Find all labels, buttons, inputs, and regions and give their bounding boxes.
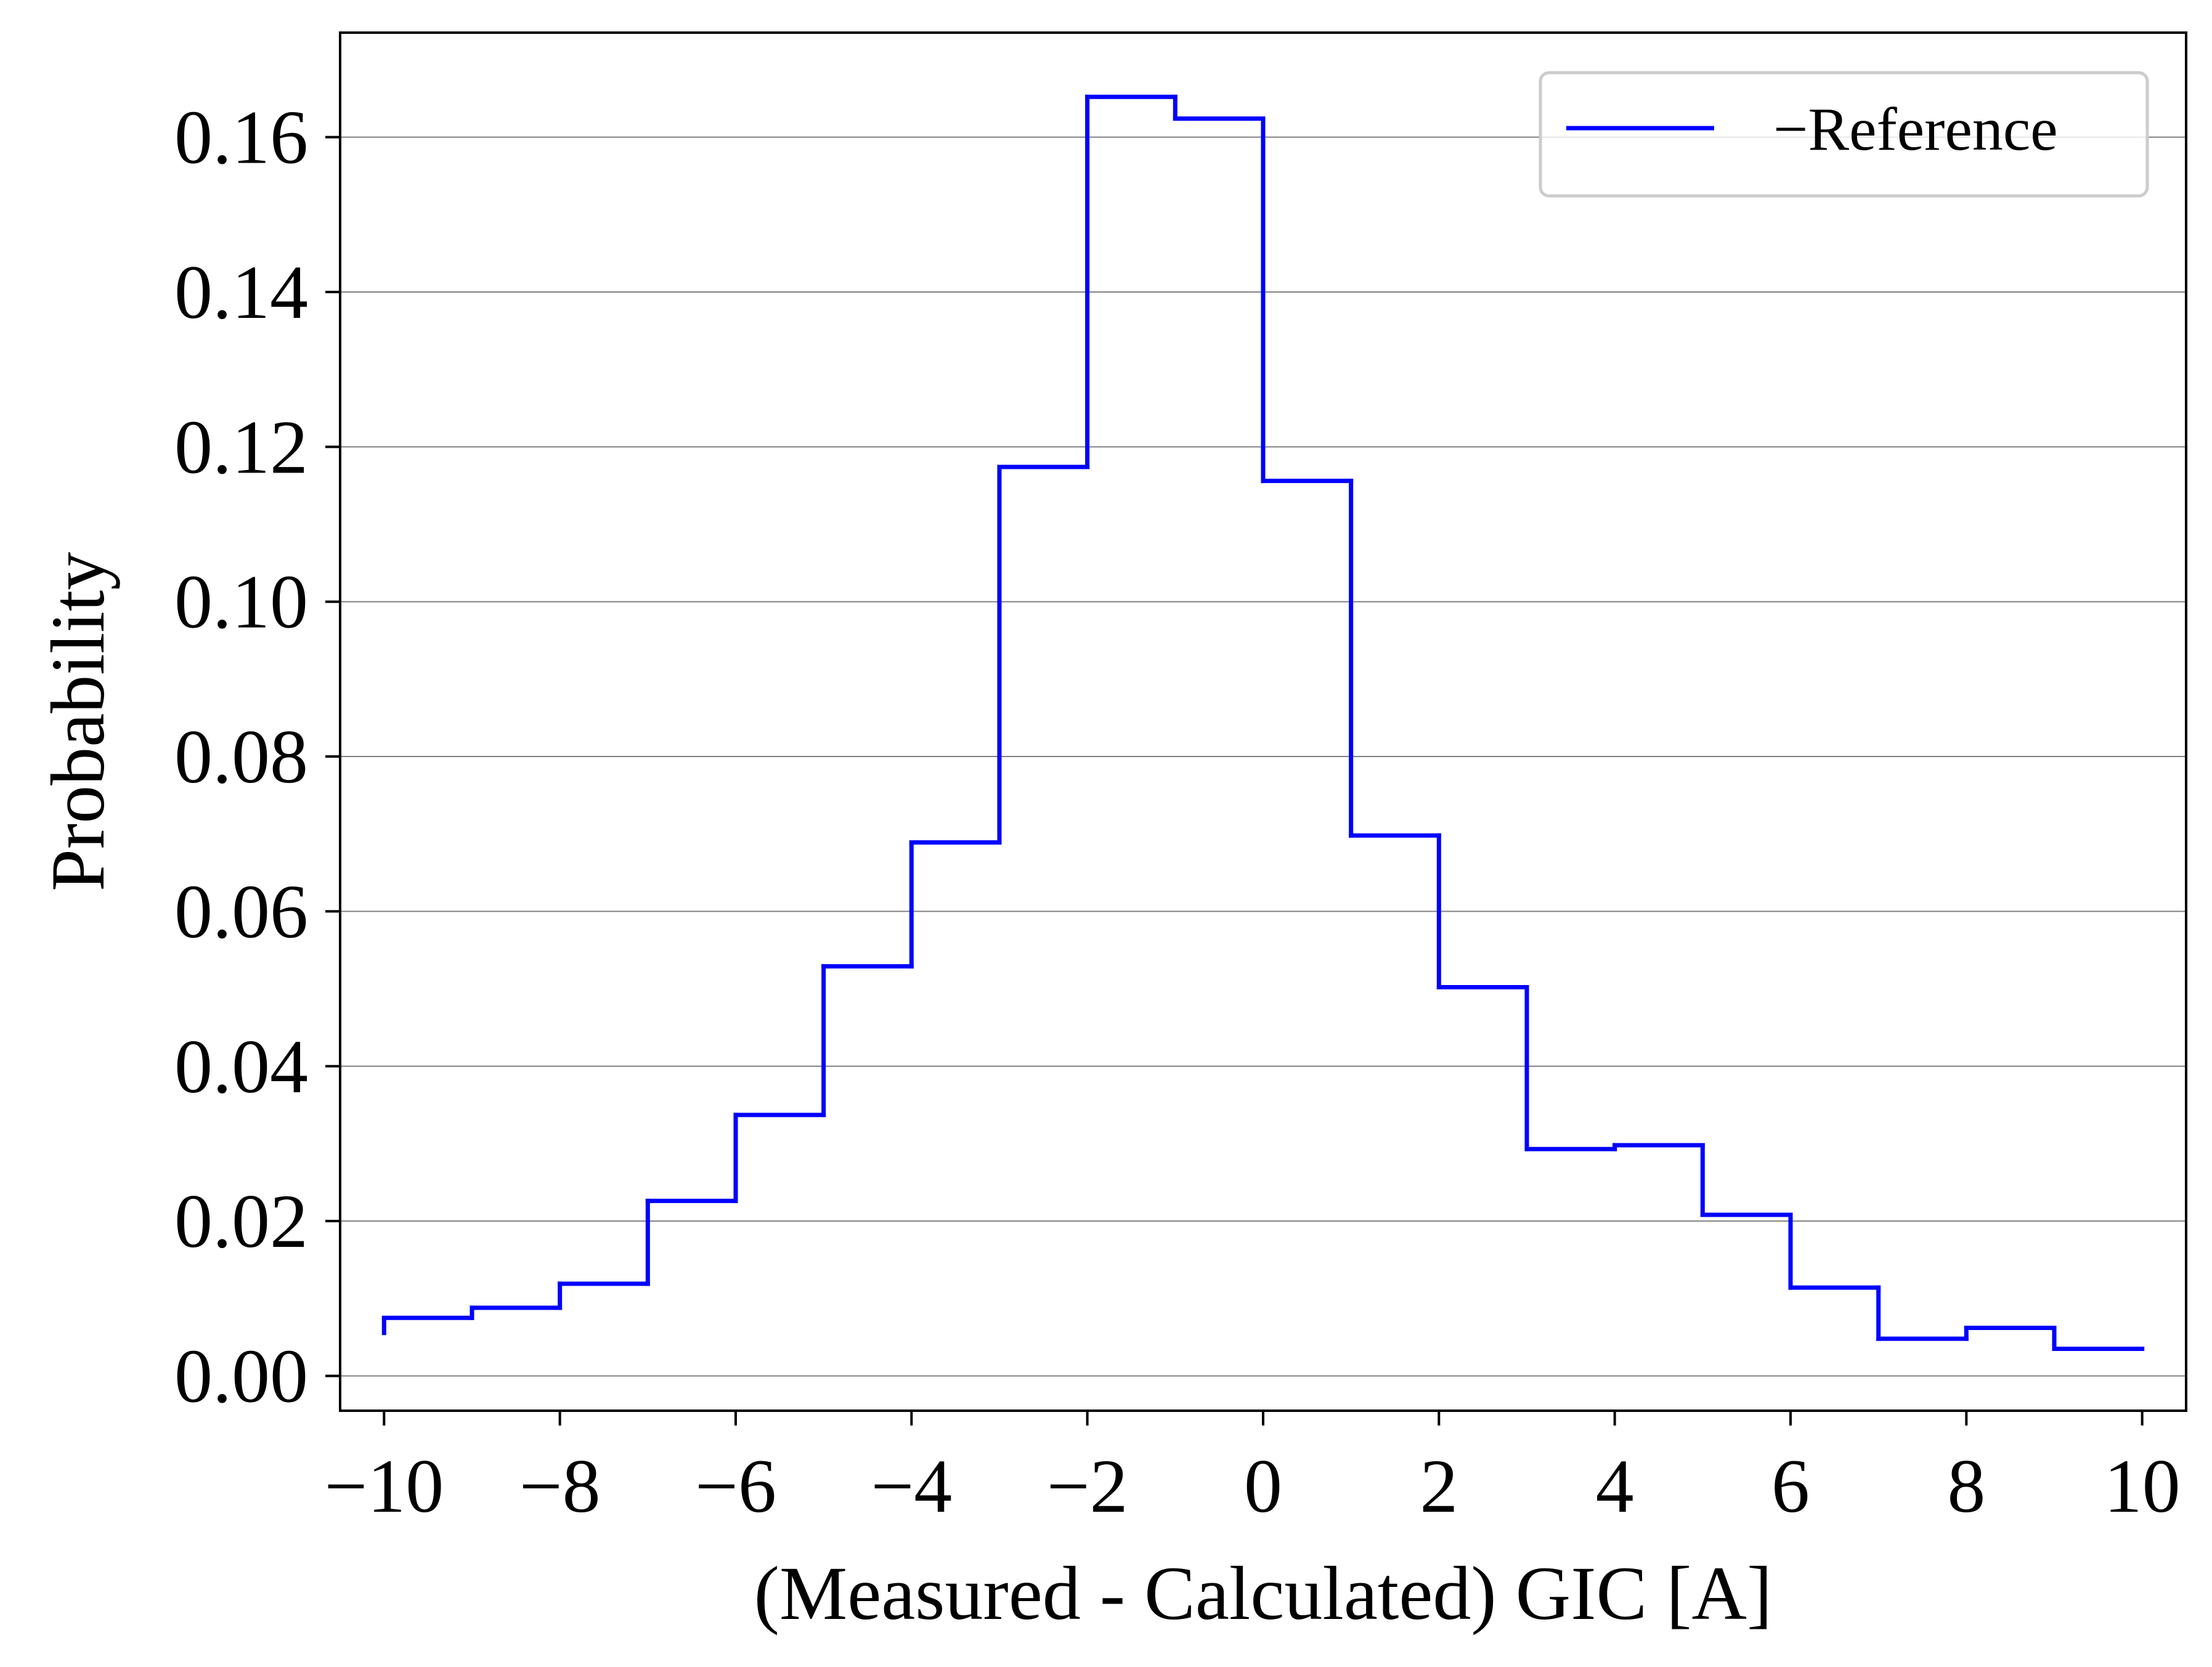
y-tick-label: 0.12: [174, 405, 308, 489]
x-tick-label: 4: [1596, 1444, 1634, 1528]
x-tick-label: −8: [519, 1444, 601, 1528]
x-tick-label: −6: [695, 1444, 776, 1528]
x-axis-label: (Measured - Calculated) GIC [A]: [754, 1551, 1773, 1636]
x-tick-label: −2: [1047, 1444, 1128, 1528]
y-tick-label: 0.08: [174, 715, 308, 799]
y-tick-label: 0.02: [174, 1179, 308, 1263]
y-tick-label: 0.06: [174, 869, 308, 954]
y-tick-label: 0.16: [174, 95, 308, 180]
x-tick-label: 0: [1244, 1444, 1282, 1528]
legend-label: −Reference: [1773, 95, 2058, 163]
y-axis: 0.00 0.02 0.04 0.06 0.08 0.10 0.12 0.14 0.16: [174, 95, 340, 1418]
y-tick-label: 0.14: [174, 250, 308, 335]
legend: −Reference: [1539, 71, 2149, 198]
x-tick-label: 6: [1771, 1444, 1810, 1528]
x-tick-label: −4: [871, 1444, 952, 1528]
x-tick-label: 8: [1947, 1444, 1985, 1528]
y-tick-label: 0.10: [174, 560, 308, 644]
x-axis: −10 −8 −6 −4 −2 0 2 4 6 8 10: [324, 1411, 2181, 1528]
series-reference: [381, 94, 2145, 1351]
legend-box: [1539, 71, 2149, 198]
series-layer: [381, 94, 2145, 1351]
y-axis-label: Probability: [36, 552, 120, 891]
y-tick-label: 0.04: [174, 1024, 308, 1109]
x-tick-label: 10: [2104, 1444, 2181, 1528]
x-tick-label: −10: [324, 1444, 444, 1528]
y-tick-label: 0.00: [174, 1334, 308, 1418]
x-tick-label: 2: [1420, 1444, 1458, 1528]
